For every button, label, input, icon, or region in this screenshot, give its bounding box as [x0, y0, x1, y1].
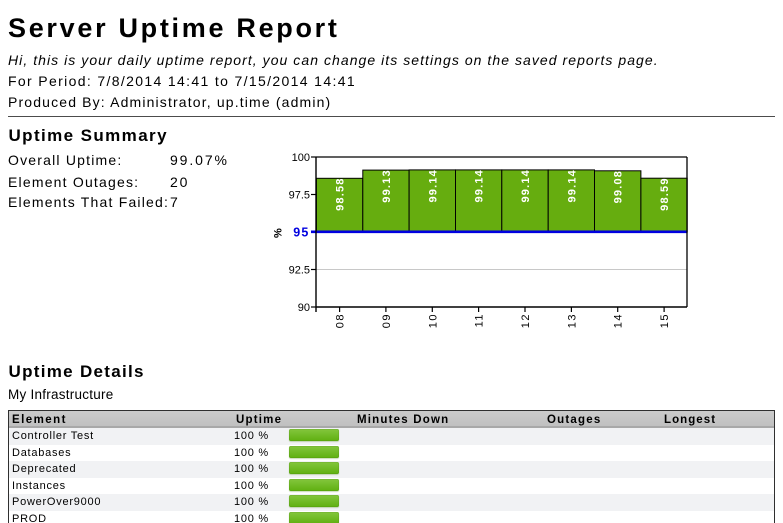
svg-text:08: 08 [335, 313, 347, 328]
svg-text:12: 12 [520, 313, 532, 328]
svg-text:14: 14 [613, 313, 625, 328]
svg-text:98.58: 98.58 [335, 177, 347, 211]
svg-text:99.14: 99.14 [474, 169, 486, 203]
svg-text:13: 13 [566, 313, 578, 328]
svg-text:99.13: 99.13 [381, 169, 393, 203]
svg-text:09: 09 [381, 313, 393, 328]
svg-text:92.5: 92.5 [289, 265, 310, 277]
svg-text:99.14: 99.14 [427, 169, 439, 203]
svg-text:99.14: 99.14 [566, 169, 578, 203]
svg-text:100: 100 [292, 152, 310, 164]
svg-text:97.5: 97.5 [289, 190, 310, 202]
svg-text:99.14: 99.14 [520, 169, 532, 203]
svg-text:95: 95 [293, 226, 309, 240]
svg-text:98.59: 98.59 [659, 177, 671, 211]
svg-text:11: 11 [474, 313, 486, 327]
svg-text:10: 10 [427, 313, 439, 328]
svg-text:99.08: 99.08 [613, 170, 625, 204]
svg-text:%: % [273, 228, 285, 238]
svg-text:15: 15 [659, 313, 671, 328]
svg-text:90: 90 [298, 302, 310, 314]
